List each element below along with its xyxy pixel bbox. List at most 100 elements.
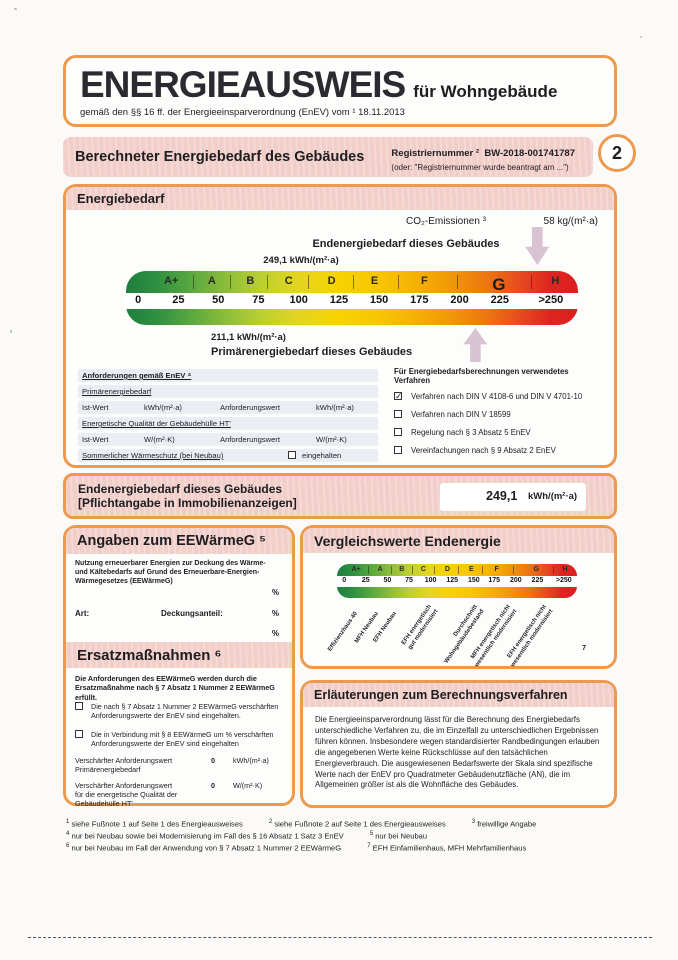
pflichtangabe-box: Endenergiebedarf dieses Gebäudes [Pflich… <box>63 473 617 519</box>
pflichtangabe-title: Endenergiebedarf dieses Gebäudes <box>78 482 283 496</box>
verfahren-item-label: Verfahren nach DIN V 4108-6 und DIN V 47… <box>411 392 583 401</box>
anforderungswert-label: Verschärfter Anforderungswert für die en… <box>75 781 178 808</box>
vergleich-scale: A+ A B C D E F G H 0 25 50 75 100 125 150 175 200 225 >250 <box>337 564 577 598</box>
verfahren-item-label: Verfahren nach DIN V 18599 <box>411 410 511 419</box>
erlaeuterungen-body: Die Energieeinsparverordnung lässt für d… <box>315 715 600 790</box>
verfahren-item-label: Vereinfachungen nach § 9 Absatz 2 EnEV <box>411 446 556 455</box>
ersatzmassnahmen-heading-bar: Ersatzmaßnahmen ⁶ <box>66 642 292 668</box>
vergleich-scale-letter-band: A+ A B C D E F G H <box>337 564 577 576</box>
eewaermeg-percent-1: % <box>271 588 279 597</box>
footnotes-block: 1 siehe Fußnote 1 auf Seite 1 des Energi… <box>66 818 618 854</box>
eewaermeg-deckungsanteil-label: Deckungsanteil: <box>161 609 223 618</box>
vergleich-marker-labels: Effizienzhaus 40 MFH Neubau EFH Neubau EFH … <box>327 602 577 668</box>
anforderungswert-label: Verschärfter Anforderungswert Primärener… <box>75 756 173 774</box>
primaerenergie-label: Primärenergiebedarf dieses Gebäudes <box>211 346 413 358</box>
registry-label: Registriernummer ² <box>391 147 480 159</box>
energy-scale-tick-band: 0 25 50 75 100 125 150 175 200 225 >250 <box>126 293 578 309</box>
pflichtangabe-value-chip <box>440 483 586 511</box>
scan-speck <box>10 330 12 333</box>
anforderungswert-row: Verschärfter Anforderungswert für die en… <box>75 781 287 808</box>
eewaermeg-percent-2: % <box>271 609 279 618</box>
footnote: 6 nur bei Neubau im Fall der Anwendung v… <box>66 842 342 853</box>
pflichtangabe-value: 249,1 <box>486 489 518 503</box>
verfahren-item-label: Regelung nach § 3 Absatz 5 EnEV <box>411 428 531 437</box>
eewaermeg-heading-bar: Angaben zum EEWärmeG ⁵ <box>66 528 292 554</box>
co2-value: 58 kg/(m²·a) <box>543 216 598 227</box>
primaerenergie-value: 211,1 kWh/(m²·a) <box>211 332 286 343</box>
scan-speck <box>14 8 17 10</box>
ersatzmassnahmen-item-label: Die in Verbindung mit § 8 EEWärmeG um % … <box>91 729 274 749</box>
scan-speck <box>640 36 642 38</box>
endenergie-label: Endenergiebedarf dieses Gebäudes <box>312 238 500 250</box>
endenergie-value: 249,1 kWh/(m²·a) <box>263 255 339 266</box>
erlaeuterungen-heading: Erläuterungen zum Berechnungsverfahren <box>314 688 568 702</box>
verfahren-heading: Für Energiebedarfsberechnungen verwendet… <box>394 367 569 385</box>
energiebedarf-heading: Energiebedarf <box>77 191 165 206</box>
anforderungen-row-istwert-1: Ist-Wert kWh/(m²·a) Anforderungswert kWh/(m… <box>78 401 378 414</box>
scan-edge-line <box>28 937 652 938</box>
erlaeuterungen-heading-bar: Erläuterungen zum Berechnungsverfahren <box>303 683 614 707</box>
eewaermeg-art-label: Art: <box>75 609 90 618</box>
anforderungswert-value: 0 <box>211 756 215 765</box>
ersatzmassnahmen-checkbox[interactable] <box>75 729 83 738</box>
footnote: 5 nur bei Neubau <box>369 830 428 841</box>
anforderungen-row-istwert-2: Ist-Wert W/(m²·K) Anforderungswert W/(m²·K) <box>78 433 378 446</box>
anforderungen-row-primaerenergiebedarf: Primärenergiebedarf <box>78 385 378 398</box>
anforderungswert-unit: W/(m²·K) <box>233 781 263 790</box>
anforderungen-heading: Anforderungen gemäß EnEV ⁴ <box>78 369 378 382</box>
registry-block: Registriernummer ² BW-2018-001741787 (od… <box>391 143 581 172</box>
registry-note: (oder: "Registriernummer wurde beantragt… <box>391 162 569 172</box>
section-title-bar: Berechneter Energiebedarf des Gebäudes R… <box>63 137 593 177</box>
footnote: 7 EFH Einfamilienhaus, MFH Mehrfamilienh… <box>367 842 527 853</box>
page-number: 2 <box>611 142 622 163</box>
vergleich-footnote-marker: 7 <box>582 645 586 652</box>
registry-value: BW-2018-001741787 <box>484 147 575 159</box>
anforderungswert-value: 0 <box>211 781 215 790</box>
law-reference-line: gemäß den §§ 16 ff. der Energieeinsparve… <box>80 107 405 118</box>
ersatzmassnahmen-item-label: Die nach § 7 Absatz 1 Nummer 2 EEWärmeG … <box>91 702 279 721</box>
pflichtangabe-subtitle: [Pflichtangabe in Immobilienanzeigen] <box>78 496 297 511</box>
anforderungen-row-qualitaet: Energetische Qualität der Gebäudehülle H… <box>78 417 378 430</box>
ersatzmassnahmen-heading: Ersatzmaßnahmen ⁶ <box>77 646 222 664</box>
ersatzmassnahmen-item: Die nach § 7 Absatz 1 Nummer 2 EEWärmeG … <box>75 702 287 721</box>
sommerlicher-waermeschutz-checkbox[interactable] <box>288 451 296 459</box>
anforderungswert-unit: kWh/(m²·a) <box>233 756 269 765</box>
verfahren-item: Vereinfachungen nach § 9 Absatz 2 EnEV <box>394 446 606 455</box>
page-number-badge: 2 <box>598 134 636 172</box>
verfahren-item: Verfahren nach DIN V 4108-6 und DIN V 47… <box>394 391 606 402</box>
energy-scale-letter-band: A+ A B C D E F G H <box>126 271 578 294</box>
ersatzmassnahmen-intro: Die Anforderungen des EEWärmeG werden du… <box>75 674 275 702</box>
footnote: 3 freiwillige Angabe <box>471 819 537 829</box>
footnote: 2 siehe Fußnote 2 auf Seite 1 des Energi… <box>268 819 446 829</box>
anforderungswert-row: Verschärfter Anforderungswert Primärener… <box>75 756 287 774</box>
footnote: 1 siehe Fußnote 1 auf Seite 1 des Energi… <box>66 819 243 829</box>
section-title: Berechneter Energiebedarf des Gebäudes <box>75 149 365 165</box>
vergleich-scale-tick-band: 0 25 50 75 100 125 150 175 200 225 >250 <box>337 576 577 587</box>
energy-scale: A+ A B C D E F G H 0 25 50 75 100 125 150 175 200 225 >250 <box>126 271 578 325</box>
ersatzmassnahmen-checkbox[interactable] <box>75 702 83 710</box>
verfahren-block: Für Energiebedarfsberechnungen verwendet… <box>394 367 606 464</box>
vergleichswerte-heading-bar: Vergleichswerte Endenergie <box>303 528 614 553</box>
ersatzmassnahmen-item: Die in Verbindung mit § 8 EEWärmeG um % … <box>75 729 287 749</box>
verfahren-checkbox[interactable] <box>394 446 402 454</box>
eewaermeg-description: Nutzung erneuerbarer Energien zur Deckun… <box>75 560 266 586</box>
energy-scale-gradient-band <box>126 309 578 325</box>
verfahren-item: Verfahren nach DIN V 18599 <box>394 410 606 419</box>
vergleich-scale-gradient-band <box>337 587 577 598</box>
erlaeuterungen-box: Erläuterungen zum Berechnungsverfahren D… <box>300 680 617 808</box>
anforderungen-row-sommer: Sommerlicher Wärmeschutz (bei Neubau) ei… <box>78 449 378 462</box>
ersatzmassnahmen-value-rows: Verschärfter Anforderungswert Primärener… <box>75 756 287 815</box>
sommerlicher-waermeschutz-label: Sommerlicher Wärmeschutz (bei Neubau) <box>82 451 224 460</box>
eingehalten-label: eingehalten <box>302 451 342 460</box>
verfahren-checkbox[interactable] <box>394 391 403 402</box>
anforderungen-block: Anforderungen gemäß EnEV ⁴ Primärenergie… <box>78 369 378 462</box>
vergleich-marker-label: Effizienzhaus 40 <box>327 611 359 653</box>
verfahren-item: Regelung nach § 3 Absatz 5 EnEV <box>394 428 606 437</box>
eewaermeg-box: Angaben zum EEWärmeG ⁵ Nutzung erneuerba… <box>63 525 295 808</box>
header-box: ENERGIEAUSWEIS für Wohngebäude gemäß den… <box>63 55 617 127</box>
verfahren-checkbox[interactable] <box>394 410 402 418</box>
pflichtangabe-unit: kWh/(m²·a) <box>528 491 578 502</box>
verfahren-checkbox[interactable] <box>394 428 402 436</box>
